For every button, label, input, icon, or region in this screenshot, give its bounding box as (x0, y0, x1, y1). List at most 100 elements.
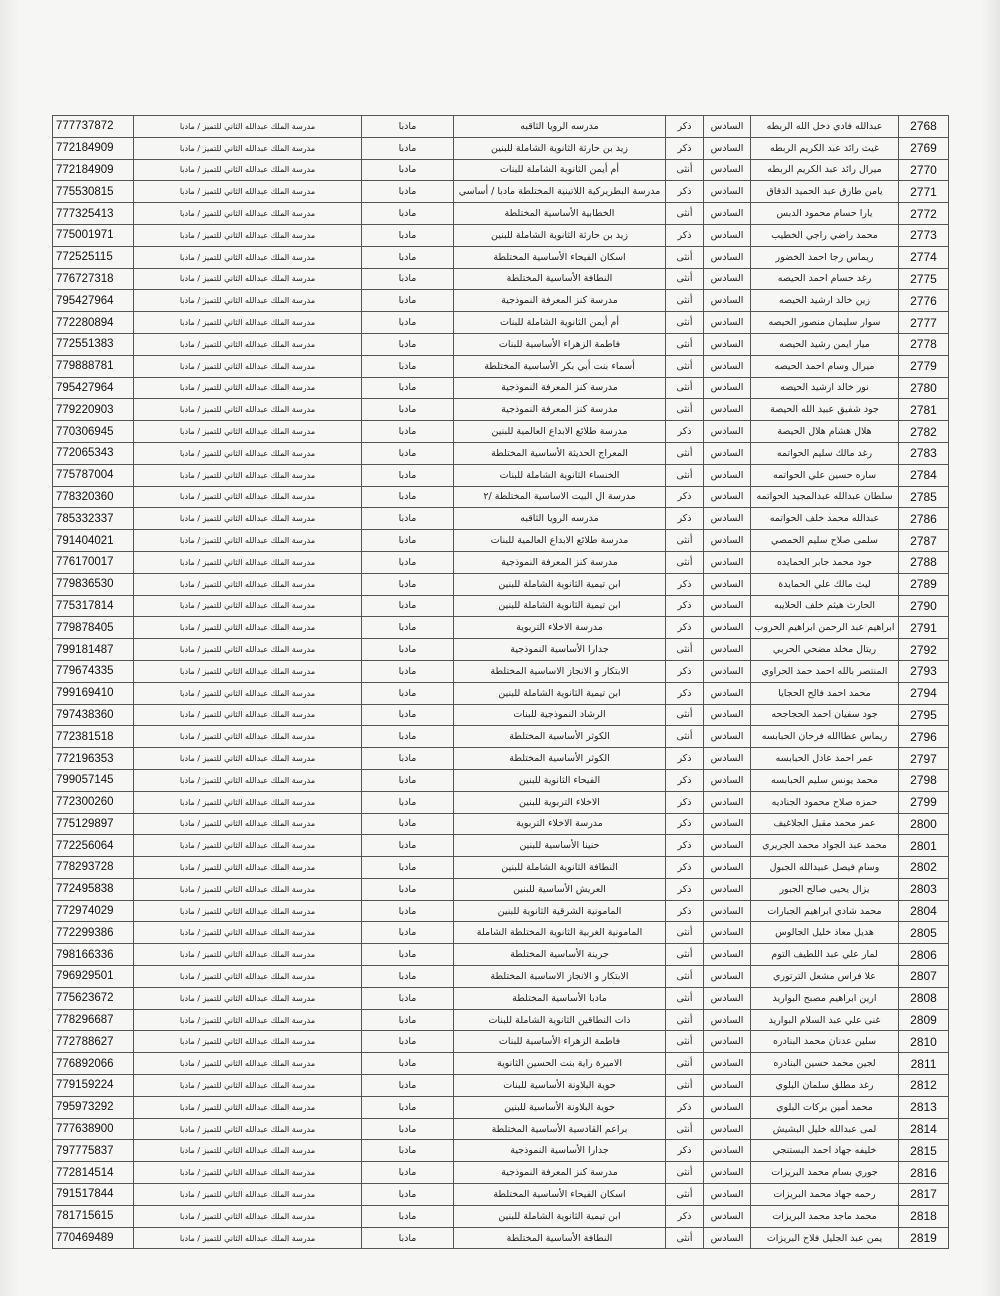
row-number: 2809 (898, 1008, 949, 1032)
gender: ذكر (665, 834, 704, 858)
gender: أنثى (665, 638, 704, 661)
exam-center: مدرسة الملك عبدالله الثاني للتميز / مادب… (133, 398, 362, 422)
row-number: 2814 (898, 1117, 949, 1141)
row-number: 2815 (898, 1139, 949, 1163)
table-row: 2785 سلطان عبدالله عبدالمجيد الحواتمه السا… (52, 485, 949, 509)
grade: السادس (703, 1117, 751, 1141)
table-row: 2813 محمد أمين بركات البلوي السادس ذكر حوية … (52, 1095, 949, 1119)
student-name: ريتال مخلد مضحي الحربي (750, 638, 899, 661)
gender: أنثى (665, 1052, 704, 1076)
gender: أنثى (665, 398, 704, 422)
gender: ذكر (665, 180, 704, 204)
exam-center: مدرسة الملك عبدالله الثاني للتميز / مادب… (133, 943, 362, 967)
district: مادبا (361, 267, 454, 291)
student-name: جود محمد جابر الحمايده (750, 550, 899, 574)
table-row: 2781 جود شفيق عبيد الله الحيصة السادس أنثى م… (52, 398, 949, 422)
district: مادبا (361, 594, 454, 618)
phone-number: 772300260 (52, 790, 134, 814)
district: مادبا (361, 223, 454, 247)
exam-center: مدرسة الملك عبدالله الثاني للتميز / مادب… (133, 1117, 362, 1141)
school-name: مدرسه الرويا الثاقبه (453, 507, 666, 531)
grade: السادس (703, 1074, 751, 1097)
table-row: 2793 المنتصر بالله احمد حمد الحراوي السادس… (52, 659, 949, 683)
grade: السادس (703, 1095, 751, 1119)
school-name: ذات النطاقين الثانوية الشاملة للبنات (453, 1008, 666, 1032)
table-row: 2809 غنى علي عبد السلام البواريد السادس أنث… (52, 1008, 949, 1032)
school-name: ابن تيمية الثانوية الشاملة للبنين (453, 572, 666, 596)
student-name: محمد ماجد محمد البريزات (750, 1204, 899, 1228)
school-name: ابن تيمية الثانوية الشاملة للبنين (453, 681, 666, 705)
grade: السادس (703, 790, 751, 814)
student-name: سوار سليمان منصور الحيصه (750, 311, 899, 334)
row-number: 2807 (898, 965, 949, 988)
phone-number: 775623672 (52, 986, 134, 1010)
district: مادبا (361, 115, 454, 138)
district: مادبا (361, 856, 454, 879)
student-name: ساره حسين علي الحواتمه (750, 463, 899, 487)
school-name: النطافة الأساسية المختلطة (453, 1226, 666, 1250)
table-row: 2780 نور خالد ارشيد الحيصه السادس أنثى مدرسة… (52, 376, 949, 400)
exam-center: مدرسة الملك عبدالله الثاني للتميز / مادب… (133, 354, 362, 378)
grade: السادس (703, 594, 751, 618)
exam-center: مدرسة الملك عبدالله الثاني للتميز / مادب… (133, 420, 362, 443)
school-name: الفيحاء الثانوية للبنين (453, 768, 666, 792)
gender: أنثى (665, 703, 704, 727)
district: مادبا (361, 485, 454, 509)
school-name: الكوثر الأساسية المختلطة (453, 747, 666, 770)
exam-center: مدرسة الملك عبدالله الثاني للتميز / مادب… (133, 899, 362, 923)
school-name: مدرسه الرويا الثاقبه (453, 115, 666, 138)
student-name: يارا حسام محمود الدبس (750, 202, 899, 225)
district: مادبا (361, 725, 454, 749)
district: مادبا (361, 943, 454, 967)
student-name: جود شفيق عبيد الله الحيصة (750, 398, 899, 422)
phone-number: 791517844 (52, 1183, 134, 1206)
exam-center: مدرسة الملك عبدالله الثاني للتميز / مادب… (133, 463, 362, 487)
gender: ذكر (665, 572, 704, 596)
phone-number: 776170017 (52, 550, 134, 574)
gender: أنثى (665, 463, 704, 487)
gender: ذكر (665, 790, 704, 814)
grade: السادس (703, 1139, 751, 1163)
phone-number: 777737872 (52, 115, 134, 138)
table-row: 2782 هلال هشام هلال الحيصة السادس ذكر مدرسة … (52, 420, 949, 443)
student-name: خليفه جهاد احمد البستنجي (750, 1139, 899, 1163)
table-row: 2790 الحارث هيثم خلف الحلايبه السادس ذكر ابن… (52, 594, 949, 618)
student-name: سلين عدنان محمد البنادره (750, 1030, 899, 1054)
student-name: لمى عبدالله خليل البشيش (750, 1117, 899, 1141)
student-name: محمد عبد الجواد محمد الجريري (750, 834, 899, 858)
district: مادبا (361, 463, 454, 487)
school-name: مدرسة الاخلاء التربوية (453, 812, 666, 836)
school-name: مادبا الأساسية المختلطة (453, 986, 666, 1010)
student-name: علا فراس مشعل الترتوري (750, 965, 899, 988)
exam-center: مدرسة الملك عبدالله الثاني للتميز / مادب… (133, 594, 362, 618)
phone-number: 777325413 (52, 202, 134, 225)
phone-number: 772299386 (52, 921, 134, 945)
grade: السادس (703, 965, 751, 988)
gender: ذكر (665, 115, 704, 138)
district: مادبا (361, 1117, 454, 1141)
phone-number: 772495838 (52, 877, 134, 901)
phone-number: 799169410 (52, 681, 134, 705)
district: مادبا (361, 376, 454, 400)
exam-center: مدرسة الملك عبدالله الثاني للتميز / مادب… (133, 1226, 362, 1250)
district: مادبا (361, 768, 454, 792)
exam-center: مدرسة الملك عبدالله الثاني للتميز / مادب… (133, 790, 362, 814)
exam-center: مدرسة الملك عبدالله الثاني للتميز / مادب… (133, 202, 362, 225)
phone-number: 799057145 (52, 768, 134, 792)
district: مادبا (361, 703, 454, 727)
grade: السادس (703, 398, 751, 422)
phone-number: 779836530 (52, 572, 134, 596)
gender: أنثى (665, 267, 704, 291)
gender: ذكر (665, 1095, 704, 1119)
phone-number: 772065343 (52, 441, 134, 465)
gender: أنثى (665, 1030, 704, 1054)
student-name: ريماس عطاالله فرحان الحبابسه (750, 725, 899, 749)
phone-number: 781715615 (52, 1204, 134, 1228)
phone-number: 798166336 (52, 943, 134, 967)
gender: أنثى (665, 550, 704, 574)
district: مادبا (361, 681, 454, 705)
table-row: 2800 عمر محمد مقبل الجلاغيف السادس ذكر مدرسة… (52, 812, 949, 836)
row-number: 2810 (898, 1030, 949, 1054)
district: مادبا (361, 899, 454, 923)
row-number: 2804 (898, 899, 949, 923)
